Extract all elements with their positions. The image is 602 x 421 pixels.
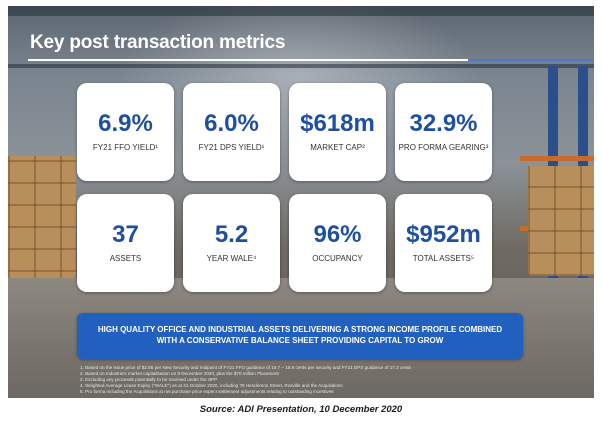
- metric-label: MARKET CAP²: [310, 142, 365, 152]
- metrics-grid: 6.9% FY21 FFO YIELD¹ 6.0% FY21 DPS YIELD…: [77, 83, 492, 292]
- metric-label: OCCUPANCY: [312, 253, 363, 263]
- metric-value: 96%: [313, 220, 362, 248]
- metric-card-assets: 37 ASSETS: [77, 194, 174, 292]
- metric-label: FY21 FFO YIELD¹: [92, 142, 159, 152]
- title-underline: [28, 59, 468, 61]
- footnote: 5. Pro forma including the Acquisitions …: [80, 389, 334, 394]
- footnotes: 1. Based on the issue price of $2.88 per…: [80, 365, 580, 395]
- metric-label: YEAR WALE⁴: [206, 253, 257, 263]
- stacked-boxes: [8, 156, 76, 316]
- source-caption: Source: ADI Presentation, 10 December 20…: [199, 404, 403, 415]
- metric-value: 6.0%: [204, 109, 259, 137]
- metric-value: $952m: [406, 220, 481, 248]
- metric-card-ffo-yield: 6.9% FY21 FFO YIELD¹: [77, 83, 174, 181]
- ceiling-beam: [8, 6, 594, 16]
- metric-value: 5.2: [214, 220, 249, 248]
- footnote: 3. Excluding any proceeds potentially to…: [80, 377, 218, 382]
- footnote: 2. Based on Industria's market capitalis…: [80, 371, 279, 376]
- slide-title: Key post transaction metrics: [30, 32, 286, 53]
- metric-value: $618m: [300, 109, 375, 137]
- ceiling-beam: [8, 64, 594, 68]
- metric-card-total-assets: $952m TOTAL ASSETS⁵: [395, 194, 492, 292]
- metric-card-gearing: 32.9% PRO FORMA GEARING³: [395, 83, 492, 181]
- metric-label: FY21 DPS YIELD¹: [198, 142, 265, 152]
- summary-banner: HIGH QUALITY OFFICE AND INDUSTRIAL ASSET…: [77, 313, 523, 359]
- metric-card-market-cap: $618m MARKET CAP²: [289, 83, 386, 181]
- presentation-slide: Key post transaction metrics 6.9% FY21 F…: [8, 6, 594, 398]
- metric-card-dps-yield: 6.0% FY21 DPS YIELD¹: [183, 83, 280, 181]
- metric-value: 6.9%: [98, 109, 153, 137]
- metric-value: 37: [112, 220, 139, 248]
- footnote: 1. Based on the issue price of $2.88 per…: [80, 365, 411, 370]
- rack-beam: [520, 156, 594, 161]
- metric-value: 32.9%: [409, 109, 478, 137]
- metric-label: PRO FORMA GEARING³: [398, 142, 489, 152]
- stacked-boxes: [528, 166, 594, 276]
- metric-card-wale: 5.2 YEAR WALE⁴: [183, 194, 280, 292]
- summary-banner-text: HIGH QUALITY OFFICE AND INDUSTRIAL ASSET…: [97, 325, 503, 345]
- title-underline-accent: [468, 59, 594, 61]
- metric-label: ASSETS: [109, 253, 142, 263]
- metric-label: TOTAL ASSETS⁵: [412, 253, 475, 263]
- footnote: 4. Weighted Average Lease Expiry ("WALE"…: [80, 383, 343, 388]
- metric-card-occupancy: 96% OCCUPANCY: [289, 194, 386, 292]
